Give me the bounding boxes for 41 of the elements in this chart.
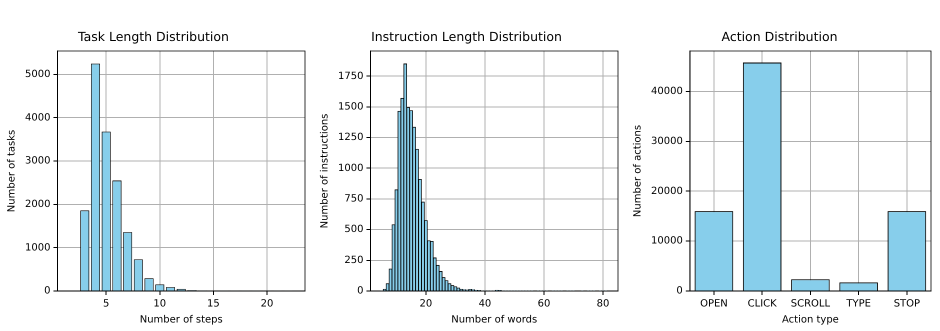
x-tick-label: 10 <box>153 298 166 310</box>
x-axis-title: Action type <box>782 314 839 326</box>
x-tick-label: SCROLL <box>790 298 830 310</box>
y-tick-label: 750 <box>344 194 364 205</box>
x-tick-label: CLICK <box>748 298 778 310</box>
y-tick-label: 1250 <box>338 132 364 144</box>
x-axis-title: Number of steps <box>140 314 223 326</box>
y-axis-title: Number of tasks <box>6 130 18 212</box>
y-tick-label: 250 <box>344 254 364 266</box>
x-tick-label: 15 <box>207 298 220 310</box>
x-tick-label: TYPE <box>845 298 871 310</box>
y-tick-label: 1000 <box>24 242 50 254</box>
y-tick-label: 10000 <box>651 236 683 247</box>
y-tick-label: 2000 <box>24 198 50 210</box>
x-tick-label: 20 <box>260 298 274 310</box>
chart-title: Instruction Length Distribution <box>371 28 562 44</box>
y-tick-label: 40000 <box>651 86 683 98</box>
y-axis-title: Number of actions <box>632 124 644 218</box>
y-tick-label: 1000 <box>338 162 364 174</box>
y-axis-title: Number of instructions <box>320 114 331 228</box>
x-tick-label: OPEN <box>700 298 728 310</box>
y-tick-label: 20000 <box>651 186 683 197</box>
x-axis-title: Number of words <box>451 314 538 326</box>
x-tick-label: 20 <box>420 298 432 310</box>
y-tick-label: 0 <box>676 286 683 297</box>
y-tick-label: 1750 <box>338 70 364 82</box>
y-tick-label: 30000 <box>651 136 683 147</box>
x-tick-label: 5 <box>103 298 110 310</box>
y-tick-label: 4000 <box>24 112 50 124</box>
y-tick-label: 0 <box>357 286 364 297</box>
chart-title: Task Length Distribution <box>77 28 229 44</box>
chart-title: Action Distribution <box>721 28 838 44</box>
x-tick-label: 80 <box>596 298 610 310</box>
x-tick-label: 40 <box>478 298 492 310</box>
y-tick-label: 3000 <box>24 156 50 167</box>
y-tick-label: 1500 <box>338 101 364 112</box>
y-tick-label: 500 <box>344 224 364 236</box>
y-tick-label: 5000 <box>24 68 50 80</box>
x-tick-label: STOP <box>894 298 920 310</box>
y-tick-label: 0 <box>44 286 50 297</box>
x-tick-label: 60 <box>538 298 550 310</box>
